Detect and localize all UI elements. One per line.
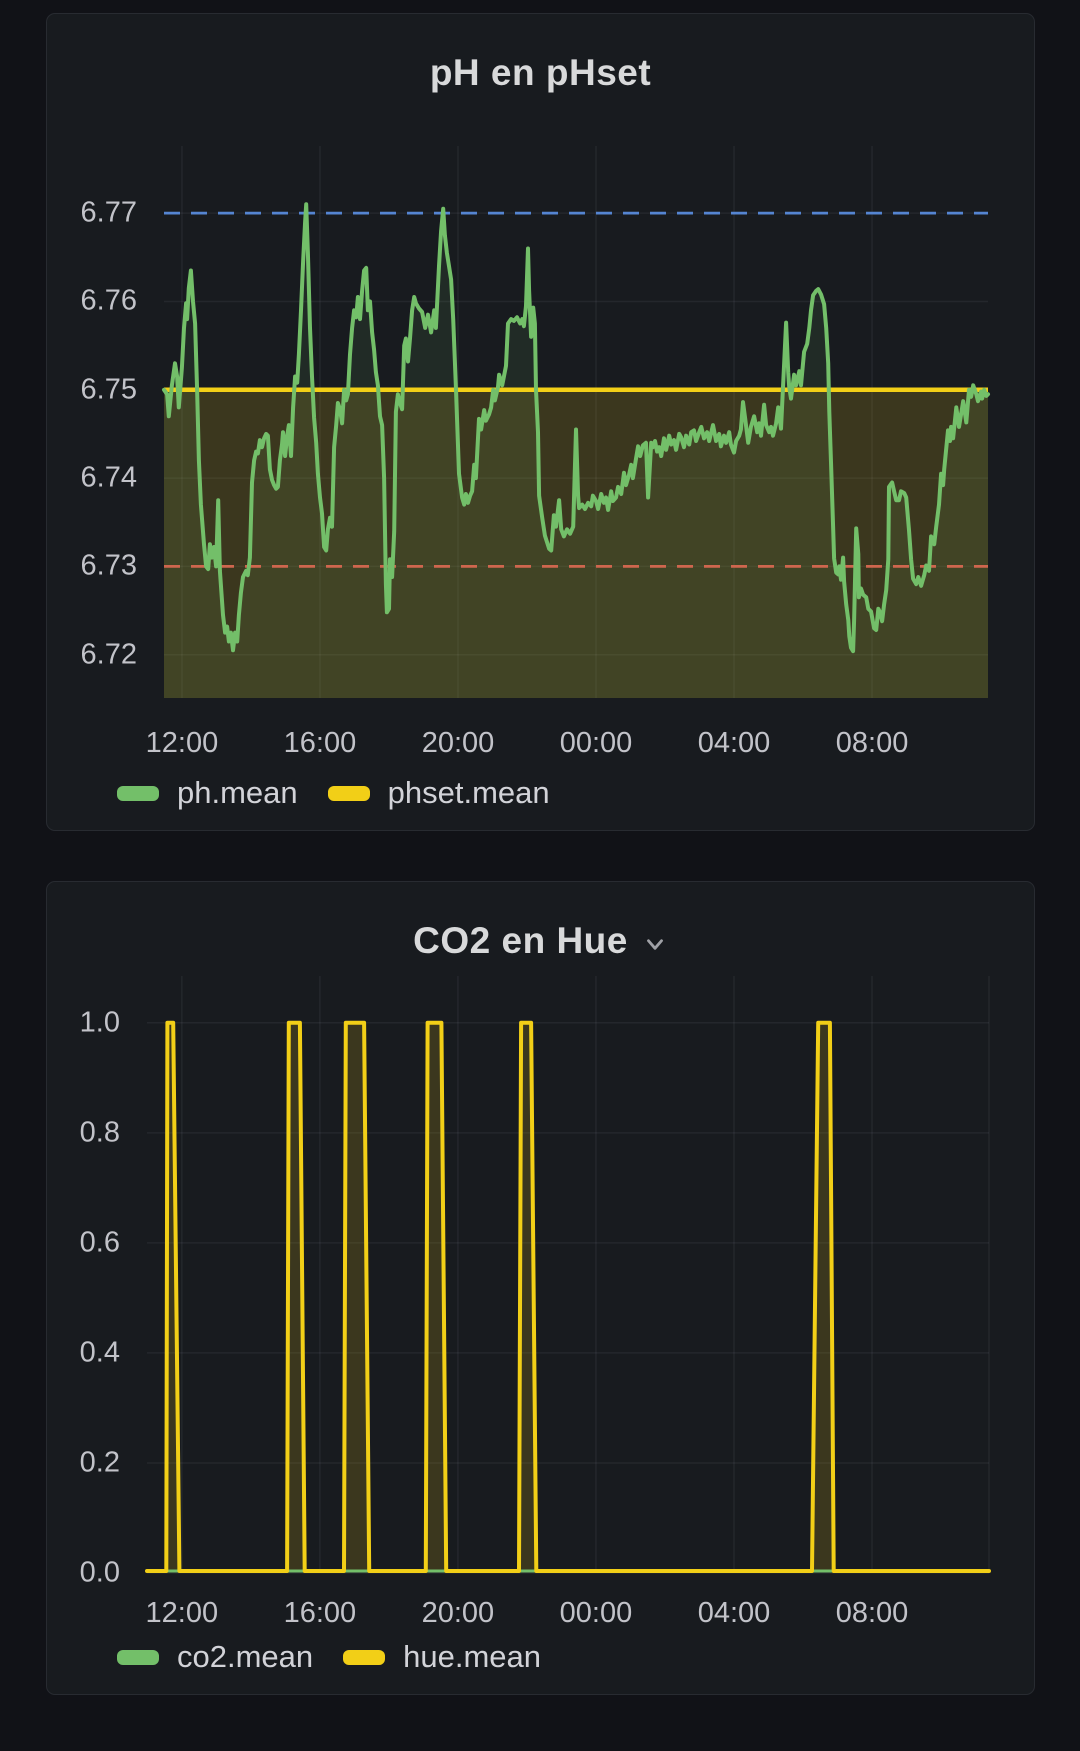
series-color-swatch [117, 785, 159, 801]
legend-label: hue.mean [403, 1639, 542, 1674]
y-tick-label: 1.0 [79, 1006, 120, 1039]
y-tick-label: 0.4 [79, 1336, 120, 1369]
y-tick-label: 0.2 [79, 1446, 120, 1479]
chart-legend: ph.mean phset.mean [117, 775, 550, 811]
legend-item-ph-mean[interactable]: ph.mean [117, 775, 298, 811]
x-tick-label: 20:00 [421, 1597, 495, 1629]
x-tick-label: 04:00 [697, 1597, 771, 1629]
legend-item-phset-mean[interactable]: phset.mean [327, 775, 550, 811]
legend-label: phset.mean [387, 775, 550, 810]
x-tick-label: 12:00 [145, 1597, 219, 1629]
panel-title-row: pH en pHset [47, 50, 1034, 96]
y-tick-label: 0.8 [79, 1116, 120, 1149]
y-tick-label: 6.77 [80, 196, 137, 229]
x-tick-label: 00:00 [559, 727, 633, 759]
y-tick-label: 6.75 [80, 373, 137, 406]
legend-label: ph.mean [177, 775, 298, 810]
panel-co2-hue: CO2 en Hue co2.mean hue.mean 0.0 0.2 0.4 0.… [46, 881, 1035, 1695]
x-tick-label: 04:00 [697, 727, 771, 759]
panel-ph-phset: pH en pHset ph.mean phset.mean 6.72 6.73 6… [46, 13, 1035, 831]
x-tick-label: 08:00 [835, 727, 909, 759]
x-tick-label: 12:00 [145, 727, 219, 759]
y-tick-label: 0.0 [79, 1556, 120, 1589]
chart-canvas [162, 146, 990, 699]
chevron-down-icon[interactable] [642, 931, 668, 957]
panel-title[interactable]: pH en pHset [429, 52, 652, 93]
co2-hue-chart-plot-area[interactable] [145, 976, 991, 1574]
legend-item-co2-mean[interactable]: co2.mean [117, 1639, 313, 1675]
y-tick-label: 6.72 [80, 638, 137, 671]
series-color-swatch [117, 1649, 159, 1665]
ph-chart-plot-area[interactable] [162, 146, 990, 699]
x-tick-label: 20:00 [421, 727, 495, 759]
legend-label: co2.mean [177, 1639, 314, 1674]
y-tick-label: 6.74 [80, 461, 137, 494]
x-tick-label: 00:00 [559, 1597, 633, 1629]
x-tick-label: 16:00 [283, 1597, 357, 1629]
series-color-swatch [343, 1649, 386, 1665]
x-tick-label: 08:00 [835, 1597, 909, 1629]
x-tick-label: 16:00 [283, 727, 357, 759]
y-tick-label: 0.6 [79, 1226, 120, 1259]
chart-legend: co2.mean hue.mean [117, 1639, 541, 1675]
panel-title-row: CO2 en Hue [47, 918, 1034, 964]
y-tick-label: 6.73 [80, 549, 137, 582]
chart-canvas [145, 976, 991, 1574]
panel-title[interactable]: CO2 en Hue [413, 920, 628, 961]
series-color-swatch [327, 785, 370, 801]
legend-item-hue-mean[interactable]: hue.mean [343, 1639, 541, 1675]
y-tick-label: 6.76 [80, 284, 137, 317]
